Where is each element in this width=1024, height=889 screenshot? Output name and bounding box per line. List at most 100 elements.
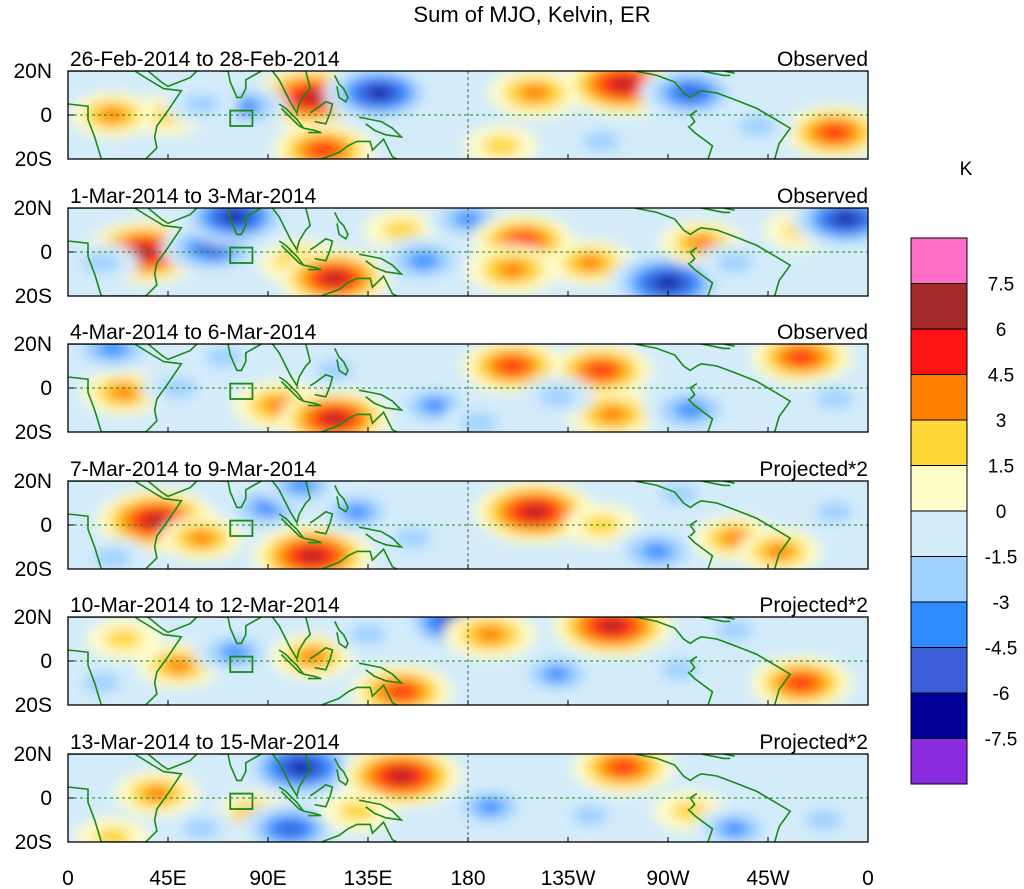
anomaly-contour [460, 412, 498, 432]
x-tick-label: 0 [62, 867, 74, 889]
anomaly-contour [389, 769, 414, 783]
field [68, 208, 868, 296]
colorbar-label: 6 [996, 320, 1007, 341]
anomaly-contour [660, 483, 698, 505]
x-tick-label: 45W [746, 867, 789, 889]
coastline [219, 481, 262, 509]
y-tick-label: 20N [13, 743, 52, 766]
coastline [701, 71, 731, 77]
anomaly-contour [611, 77, 636, 91]
coastline [303, 537, 322, 544]
field [68, 754, 868, 842]
coastline [321, 410, 398, 432]
anomaly-contour [220, 644, 249, 660]
anomaly-contour [393, 527, 432, 549]
coastline [309, 237, 334, 262]
anomaly-contour [187, 530, 216, 546]
coastline [309, 510, 334, 535]
coastline [321, 683, 398, 705]
colorbar-swatch [910, 647, 968, 694]
panel-2: 20N 0 20S 1-Mar-2014 to 3-Mar-2014 Observed [13, 185, 869, 308]
colorbar-label: 1.5 [988, 457, 1014, 478]
coastline [309, 100, 334, 125]
panel-5: 20N 0 20S 10-Mar-2014 to 12-Mar-2014 Project… [13, 594, 869, 717]
colorbar-label: 7.5 [988, 275, 1014, 296]
y-tick-label: 20S [15, 558, 52, 581]
anomaly-blobs [74, 754, 862, 842]
coastline [687, 262, 714, 296]
anomaly-contour [277, 822, 303, 836]
y-tick-label: 20S [15, 421, 52, 444]
panel-date-range: 4-Mar-2014 to 6-Mar-2014 [70, 321, 317, 344]
coastline [271, 71, 312, 115]
panel-type-label: Observed [777, 321, 868, 344]
coastline [358, 662, 404, 685]
coastline [358, 116, 404, 139]
anomaly-contour [788, 676, 815, 690]
anomaly-blobs [74, 481, 868, 569]
anomaly-contour [715, 619, 754, 641]
anomaly-contour [82, 672, 121, 694]
anomaly-contour [142, 786, 171, 802]
anomaly-contour [576, 255, 605, 271]
panel-1: 20N 0 20S 26-Feb-2014 to 28-Feb-2014 Observe… [13, 48, 869, 171]
x-tick-label: 0 [862, 867, 874, 889]
anomaly-contour [496, 261, 528, 278]
anomaly-contour [93, 827, 132, 842]
coastline [358, 799, 404, 822]
panels: 20N 0 20S 26-Feb-2014 to 28-Feb-2014 Observe… [13, 48, 869, 854]
coastline [333, 758, 349, 786]
coastline [219, 344, 262, 372]
anomaly-contour [182, 818, 221, 840]
anomaly-contour [165, 657, 194, 674]
coastline [634, 754, 792, 842]
colorbar-label: -4.5 [985, 639, 1018, 660]
anomaly-contour [687, 235, 716, 251]
colorbar-label: 0 [996, 502, 1007, 523]
colorbar-label: -7.5 [985, 730, 1018, 751]
y-tick-label: 20S [15, 694, 52, 717]
coastline [687, 671, 714, 705]
coastline [634, 208, 792, 296]
colorbar-label: 4.5 [988, 366, 1014, 387]
anomaly-contour [815, 388, 854, 410]
coastline [147, 71, 198, 88]
coastline [147, 481, 198, 498]
coastline [687, 125, 714, 159]
coastline [687, 535, 714, 569]
anomaly-contour [420, 398, 449, 414]
coastline [689, 246, 698, 264]
coastline [219, 617, 262, 645]
panel-6: 20N 0 20S 13-Mar-2014 to 15-Mar-2014 Project… [13, 731, 869, 854]
anomaly-contour [571, 805, 609, 826]
coastline [634, 617, 792, 705]
coastline [701, 617, 731, 623]
anomaly-contour [738, 115, 776, 137]
coastline [271, 617, 312, 661]
coastline [701, 208, 731, 214]
anomaly-blobs [70, 71, 868, 159]
anomaly-contour [600, 619, 625, 633]
anomaly-contour [323, 412, 346, 425]
anomaly-contour [204, 346, 243, 368]
y-tick-label: 0 [40, 104, 52, 127]
anomaly-contour [815, 501, 854, 523]
anomaly-contour [542, 666, 571, 682]
colorbar-swatch [910, 283, 968, 330]
coastline [219, 71, 262, 99]
panel-type-label: Projected*2 [759, 458, 868, 481]
coastline [689, 519, 698, 537]
panel-type-label: Observed [777, 48, 868, 71]
y-tick-label: 20N [13, 197, 52, 220]
colorbar-swatch [910, 738, 968, 785]
coastline [271, 344, 312, 388]
coastline [321, 547, 398, 569]
anomaly-contour [342, 504, 371, 520]
coastline [634, 71, 792, 159]
y-tick-label: 0 [40, 514, 52, 537]
y-tick-label: 20S [15, 285, 52, 308]
y-tick-label: 20N [13, 470, 52, 493]
panel-date-range: 1-Mar-2014 to 3-Mar-2014 [70, 185, 317, 208]
anomaly-contour [715, 252, 754, 274]
anomaly-contour [720, 821, 749, 837]
